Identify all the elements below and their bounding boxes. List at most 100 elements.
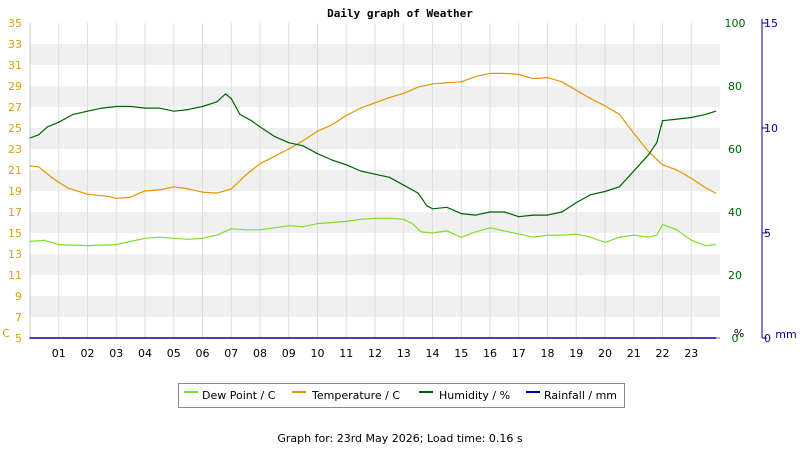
- series-segment: [43, 239, 60, 246]
- series-segment: [518, 73, 534, 80]
- series-segment: [72, 110, 89, 116]
- series-segment: [475, 227, 491, 233]
- series-segment: [216, 228, 232, 236]
- x-axis-tick-label: 20: [598, 347, 612, 360]
- series-segment: [374, 96, 390, 104]
- series-segment: [647, 234, 658, 238]
- series-segment: [316, 153, 333, 161]
- series-segment: [173, 186, 189, 190]
- series-segment: [618, 113, 635, 134]
- legend-label-humidity: Humidity / %: [439, 389, 511, 402]
- series-segment: [489, 227, 505, 232]
- series-segment: [345, 107, 362, 117]
- chart-legend: Dew Point / C Temperature / C Humidity /…: [178, 383, 625, 408]
- series-segment: [29, 134, 40, 139]
- vertical-grid: [58, 23, 692, 338]
- x-axis-tick-label: 09: [282, 347, 296, 360]
- series-segment: [360, 217, 376, 220]
- series-segment: [446, 81, 462, 84]
- series-segment: [288, 142, 304, 147]
- series-segment: [431, 82, 448, 85]
- series-segment: [704, 110, 717, 116]
- series-segment: [201, 234, 218, 239]
- series-segment: [704, 244, 717, 247]
- left-axis-tick-label: 11: [8, 269, 22, 282]
- series-segment: [704, 187, 717, 194]
- series-segment: [29, 239, 46, 242]
- legend-swatch-dew-point: [184, 391, 198, 393]
- humidity-axis-unit-label: %: [734, 327, 744, 340]
- x-axis-tick-label: 18: [541, 347, 555, 360]
- series-segment: [417, 192, 428, 207]
- series-segment: [647, 142, 658, 156]
- x-axis-tick-label: 17: [512, 347, 526, 360]
- series-segment: [201, 191, 218, 194]
- series-segment: [431, 206, 448, 210]
- series-segment: [532, 234, 549, 238]
- x-axis-tick-label: 19: [569, 347, 583, 360]
- series-segment: [518, 214, 534, 218]
- series-segment: [575, 233, 592, 238]
- humidity-axis-tick-label: 0: [732, 332, 739, 345]
- series-segment: [216, 188, 232, 194]
- series-segment: [618, 170, 635, 188]
- left-axis-tick-label: 13: [8, 248, 22, 261]
- series-segment: [690, 113, 707, 119]
- series-segment: [345, 218, 362, 222]
- series-segment: [589, 97, 606, 107]
- series-segment: [420, 231, 434, 234]
- series-segment: [503, 72, 520, 76]
- series-segment: [250, 120, 261, 128]
- legend-label-dew-point: Dew Point / C: [202, 389, 276, 402]
- series-segment: [101, 105, 117, 109]
- left-axis-tick-label: 9: [15, 290, 22, 303]
- rainfall-axis-tick-label: 5: [764, 227, 771, 240]
- series-segment: [302, 223, 319, 228]
- x-axis-tick-label: 06: [196, 347, 210, 360]
- series-dew: [29, 217, 717, 247]
- left-axis-tick-label: 27: [8, 101, 22, 114]
- series-segment: [259, 126, 275, 137]
- series-segment: [86, 244, 117, 247]
- series-segment: [158, 186, 175, 191]
- series-segment: [288, 225, 304, 228]
- x-axis-tick-label: 13: [397, 347, 411, 360]
- left-axis-tick-label: 29: [8, 80, 22, 93]
- series-segment: [518, 233, 534, 238]
- series-segment: [411, 223, 422, 233]
- series-segment: [656, 120, 664, 144]
- series-segment: [316, 221, 333, 225]
- series-segment: [661, 118, 678, 122]
- series-segment: [58, 244, 89, 247]
- series-segment: [676, 229, 692, 241]
- humidity-axis-tick-label: 60: [728, 143, 742, 156]
- series-segment: [360, 102, 376, 109]
- series-segment: [661, 164, 678, 171]
- left-axis-tick-label: 23: [8, 143, 22, 156]
- series-segment: [647, 150, 664, 166]
- rainfall-axis-tick-label: 15: [764, 17, 778, 30]
- series-segment: [187, 105, 204, 111]
- left-axis-tick-label: 25: [8, 122, 22, 135]
- series-segment: [589, 236, 606, 243]
- series-segment: [446, 206, 462, 215]
- left-axis-unit-label: C: [2, 327, 10, 340]
- series-segment: [460, 213, 477, 216]
- series-segment: [144, 236, 160, 239]
- series-segment: [475, 211, 491, 216]
- series-segment: [374, 173, 390, 178]
- x-axis-tick-label: 14: [426, 347, 440, 360]
- series-segment: [138, 190, 146, 194]
- series-segment: [388, 92, 405, 99]
- series-segment: [224, 93, 232, 100]
- x-axis-tick-label: 21: [627, 347, 641, 360]
- rainfall-axis-tick-label: 10: [764, 122, 778, 135]
- series-segment: [345, 164, 362, 172]
- series-segment: [460, 231, 477, 238]
- series-segment: [52, 177, 69, 189]
- series-segment: [259, 155, 275, 165]
- series-segment: [115, 240, 132, 246]
- series-segment: [245, 163, 261, 176]
- legend-label-rainfall: Rainfall / mm: [544, 389, 618, 402]
